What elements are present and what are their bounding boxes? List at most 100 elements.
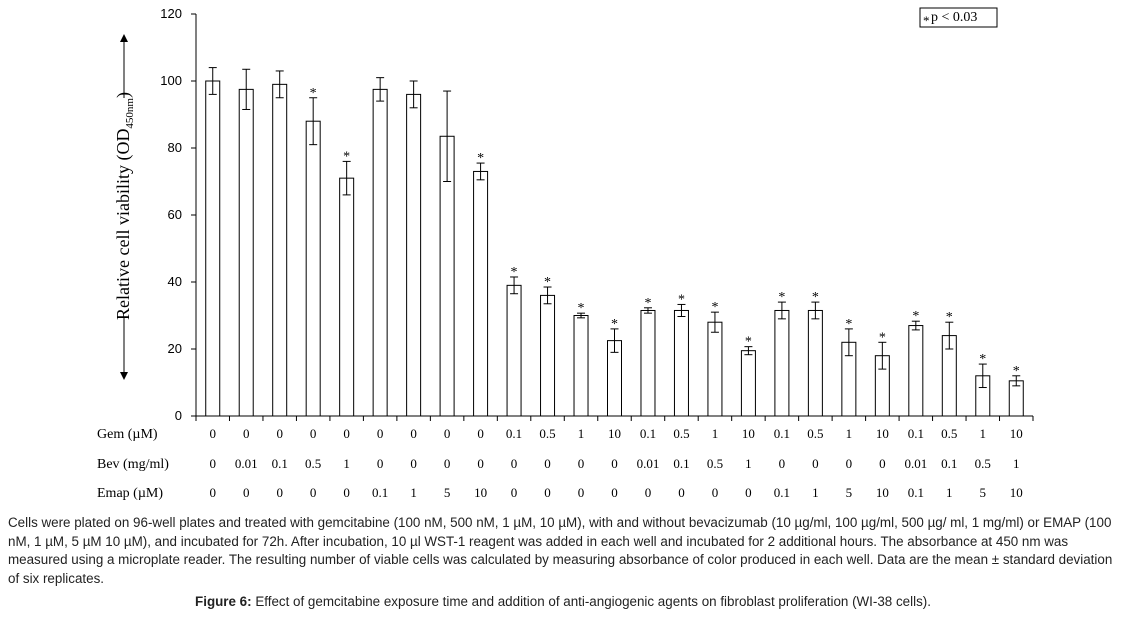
legend-marker: * [923,13,930,28]
error-bar [443,90,452,182]
row-value: 10 [608,426,621,441]
row-value: 5 [444,485,451,500]
row-value: 0 [410,456,417,471]
error-bar [510,276,519,295]
significance-marker: * [1013,364,1020,379]
row-label: Bev (mg/ml) [97,457,169,472]
y-axis-label-sub: 450nm [124,98,136,129]
significance-marker: * [477,151,484,166]
row-value: 0 [444,456,451,471]
row-value: 0.1 [941,456,957,471]
error-bar [844,328,853,357]
row-value: 0 [846,456,853,471]
bar [473,170,489,417]
row-value: 0.1 [673,456,689,471]
row-value: 1 [846,426,853,441]
bar [740,350,756,417]
error-bar [309,97,318,146]
row-value: 0 [745,485,752,500]
chart-axes: 0 20 40 60 80 100 120 [160,6,1034,423]
row-value: 0 [310,426,317,441]
error-bar [677,303,686,318]
row-value: 0.1 [372,485,388,500]
row-value: 0 [511,456,518,471]
row-value: 0.1 [272,456,288,471]
significance-marker: * [745,335,752,350]
significance-marker: * [611,317,618,332]
row-value: 1 [343,456,350,471]
row-value: 0 [276,485,283,500]
row-value: 10 [876,485,889,500]
row-value: 0.5 [673,426,689,441]
row-value: 10 [474,485,487,500]
row-value: 0.01 [637,456,660,471]
bar [707,321,723,417]
row-value: 0.1 [908,426,924,441]
row-value: 0 [243,426,250,441]
row-value: 5 [846,485,853,500]
row-value: 0 [511,485,518,500]
y-axis-label: Relative cell viability (OD450nm) [113,92,136,320]
condition-table: Gem (µM) 0 0 0 0 0 0 0 0 0 0.1 0.5 1 10 0.1 0.5 1 10 0.1 0.… [97,426,1023,501]
error-bar [610,328,619,353]
row-value: 0 [879,456,886,471]
row-value: 0 [410,426,417,441]
bar [272,83,288,417]
significance-marker: * [343,149,350,164]
error-bar [275,70,284,99]
error-bar [811,301,820,320]
row-value: 0 [812,456,819,471]
row-value: 0.5 [707,456,723,471]
row-value: 0 [645,485,652,500]
row-value: 0 [243,485,250,500]
bar [807,309,823,417]
figure-label: Figure 6: [195,594,252,609]
chart-bars: * * * * * * * * * * * * * * * * * * * [205,67,1024,417]
row-value: 1 [946,485,953,500]
row-value: 0.5 [305,456,321,471]
chart-legend: * p < 0.03 [919,7,998,28]
error-bar [878,341,887,370]
bar [305,120,321,417]
significance-marker: * [879,330,886,345]
y-axis-arrow-up [120,34,128,98]
significance-marker: * [644,296,651,311]
row-value: 1 [712,426,719,441]
error-bar [208,67,217,95]
row-value: 0.1 [908,485,924,500]
y-tick-label: 40 [168,274,182,289]
significance-marker: * [678,292,685,307]
significance-marker: * [979,352,986,367]
bar [673,309,689,417]
row-value: 10 [876,426,889,441]
row-value: 0.5 [941,426,957,441]
row-value: 10 [1010,426,1023,441]
row-value: 5 [980,485,987,500]
row-value: 0 [779,456,786,471]
bar [406,93,422,417]
row-value: 0.5 [975,456,991,471]
significance-marker: * [511,265,518,280]
bar [908,325,924,417]
error-bar [577,312,586,319]
row-value: 10 [742,426,755,441]
error-bar [744,346,753,356]
significance-marker: * [812,290,819,305]
error-bar [476,162,485,181]
legend-box [919,7,998,28]
row-value: 0 [343,485,350,500]
error-bar [945,321,954,350]
row-value: 0 [544,456,551,471]
error-bar [777,301,786,320]
significance-marker: * [778,290,785,305]
y-tick-label: 20 [168,341,182,356]
row-value: 1 [812,485,819,500]
row-label: Gem (µM) [97,427,158,442]
row-value: 0 [310,485,317,500]
row-value: 0 [477,426,484,441]
significance-marker: * [845,317,852,332]
row-value: 0 [209,456,216,471]
bar [540,294,556,417]
error-bar [911,320,920,331]
row-value: 0.5 [539,426,555,441]
